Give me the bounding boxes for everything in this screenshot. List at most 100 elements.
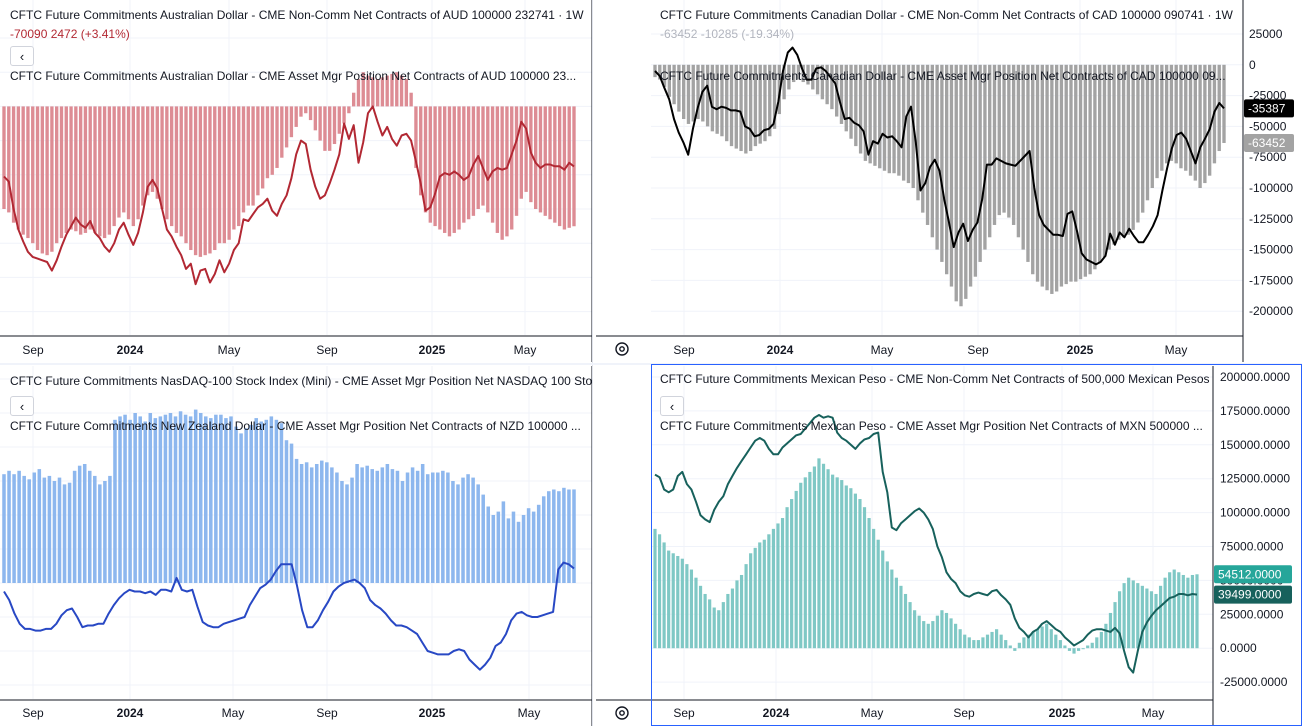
- histogram-bar: [280, 106, 284, 158]
- histogram-bar: [717, 610, 721, 649]
- mxn-chart-svg[interactable]: 200000.0000 175000.0000 150000.0000 125000.…: [596, 366, 1302, 726]
- cad-chart-svg[interactable]: 25000 0 -25000 -50000 -75000 -100000 -125000 -1…: [596, 0, 1302, 362]
- histogram-bar: [963, 634, 967, 649]
- histogram-bar: [686, 64, 691, 124]
- histogram-bar: [466, 106, 471, 220]
- histogram-bar: [209, 418, 213, 583]
- histogram-bar: [985, 634, 990, 649]
- histogram-bar: [703, 593, 707, 649]
- price-label-box: [1214, 565, 1292, 584]
- x-tick-label: 2025: [419, 343, 446, 357]
- histogram-bar: [356, 79, 361, 107]
- histogram-bar: [179, 106, 183, 237]
- histogram-bar: [323, 106, 327, 151]
- histogram-bar: [461, 477, 465, 583]
- histogram-bar: [885, 561, 889, 649]
- chart-pane-nzd[interactable]: 120000100000800006000040000200000-20000-…: [0, 366, 592, 726]
- histogram-bar: [1069, 64, 1073, 282]
- settings-gear-icon[interactable]: [613, 340, 631, 358]
- nzd-collapse-legend-button[interactable]: ‹: [10, 396, 34, 416]
- histogram-bar: [790, 499, 794, 649]
- aud-collapse-legend-button[interactable]: ‹: [10, 46, 34, 66]
- histogram-bar: [414, 106, 418, 168]
- x-tick-label: Sep: [953, 706, 975, 720]
- histogram-bar: [385, 75, 389, 107]
- histogram-bar: [16, 106, 21, 230]
- histogram-bar: [1121, 64, 1126, 238]
- histogram-bar: [1131, 580, 1135, 649]
- histogram-bar: [371, 77, 375, 107]
- histogram-bar: [42, 477, 47, 583]
- histogram-bar: [821, 463, 826, 649]
- histogram-bar: [776, 523, 780, 649]
- chart-pane-cad[interactable]: 25000 0 -25000 -50000 -75000 -100000 -125000 -1…: [596, 0, 1302, 362]
- histogram-bar: [12, 474, 16, 583]
- histogram-bar: [335, 472, 339, 583]
- chart-pane-aud[interactable]: 40000200000-20000-40000-60000-80000-1000…: [0, 0, 592, 362]
- histogram-bar: [375, 470, 380, 583]
- histogram-bar: [409, 92, 413, 107]
- histogram-bar: [82, 464, 87, 583]
- histogram-bar: [990, 631, 994, 649]
- histogram-bar: [264, 419, 269, 583]
- x-tick-label: May: [1142, 706, 1165, 720]
- histogram-bar: [217, 106, 222, 244]
- histogram-bar: [1031, 631, 1035, 649]
- histogram-bar: [1122, 583, 1126, 649]
- aud-chart-svg[interactable]: 40000200000-20000-40000-60000-80000-1000…: [0, 0, 592, 362]
- histogram-bar: [667, 64, 672, 97]
- histogram-bar: [1088, 64, 1092, 275]
- histogram-bar: [1049, 629, 1053, 649]
- settings-gear-icon[interactable]: [613, 704, 631, 722]
- histogram-bar: [1058, 640, 1062, 649]
- histogram-bar: [1035, 64, 1040, 282]
- histogram-bar: [1193, 64, 1197, 181]
- histogram-bar: [710, 64, 715, 132]
- x-tick-label: May: [1165, 343, 1188, 357]
- histogram-bar: [516, 521, 521, 583]
- x-tick-label: 2024: [117, 343, 144, 357]
- histogram-bar: [787, 64, 791, 90]
- histogram-bar: [826, 469, 830, 649]
- price-label-text: 39499.0000: [1218, 588, 1282, 602]
- histogram-bar: [294, 106, 298, 127]
- histogram-bar: [320, 460, 324, 583]
- histogram-bar: [662, 64, 667, 87]
- histogram-bar: [726, 593, 730, 649]
- mxn-collapse-legend-button[interactable]: ‹: [660, 396, 684, 416]
- histogram-bar: [1074, 64, 1078, 282]
- nzd-chart-svg[interactable]: 120000100000800006000040000200000-20000-…: [0, 366, 592, 726]
- histogram-bar: [849, 488, 853, 649]
- price-label-box: [1214, 585, 1292, 604]
- histogram-bar: [744, 564, 748, 649]
- histogram-bar: [505, 106, 509, 237]
- histogram-bar: [854, 64, 858, 147]
- histogram-bar: [486, 106, 490, 213]
- histogram-bar: [691, 64, 695, 122]
- histogram-bar: [328, 106, 332, 151]
- chart-pane-mxn[interactable]: 200000.0000 175000.0000 150000.0000 125000.…: [596, 366, 1302, 726]
- histogram-bar: [133, 413, 137, 583]
- histogram-bar: [1155, 64, 1159, 179]
- histogram-bar: [158, 416, 163, 583]
- histogram-bar: [548, 106, 552, 220]
- histogram-bar: [1117, 64, 1121, 240]
- histogram-bar: [916, 64, 920, 201]
- histogram-bar: [876, 539, 880, 649]
- histogram-bar: [672, 64, 676, 105]
- histogram-bar: [59, 106, 64, 239]
- histogram-bar: [803, 477, 807, 649]
- histogram-bar: [725, 64, 729, 142]
- histogram-bar: [1026, 64, 1030, 262]
- histogram-bar: [1149, 591, 1154, 649]
- histogram-bar: [93, 475, 97, 583]
- pane-separator-horizontal[interactable]: [0, 363, 1302, 365]
- histogram-bar: [1145, 588, 1149, 649]
- histogram-bar: [260, 106, 265, 189]
- histogram-bar: [213, 106, 217, 251]
- histogram-bar: [481, 494, 485, 583]
- histogram-bar: [136, 106, 140, 220]
- histogram-bar: [771, 528, 776, 649]
- histogram-bar: [188, 416, 193, 583]
- histogram-bar: [925, 64, 930, 225]
